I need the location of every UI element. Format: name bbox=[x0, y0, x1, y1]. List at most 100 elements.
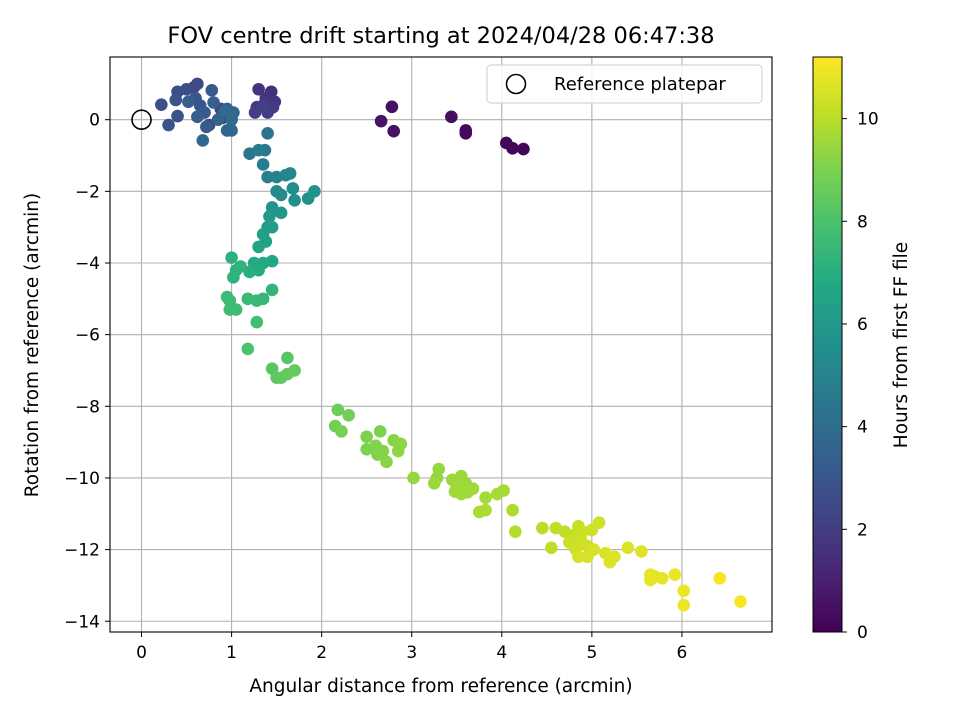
data-point bbox=[288, 194, 301, 207]
colorbar-label: Hours from first FF file bbox=[891, 242, 912, 448]
reference-platepar-marker bbox=[131, 109, 152, 130]
data-point bbox=[677, 598, 691, 612]
data-point bbox=[509, 525, 522, 538]
x-axis-ticks: 0 1 2 3 4 5 6 bbox=[136, 632, 687, 663]
data-point bbox=[445, 110, 458, 124]
chart-title: FOV centre drift starting at 2024/04/28 … bbox=[167, 23, 714, 49]
data-point bbox=[385, 100, 399, 114]
data-point bbox=[225, 251, 238, 264]
data-point bbox=[621, 541, 635, 555]
data-point bbox=[283, 167, 297, 180]
data-point bbox=[506, 503, 519, 517]
data-point bbox=[248, 106, 262, 119]
data-point bbox=[162, 118, 175, 132]
x-axis-label: Angular distance from reference (arcmin) bbox=[249, 676, 632, 697]
data-point bbox=[261, 127, 274, 140]
data-point bbox=[655, 571, 669, 585]
legend-entry-reference: Reference platepar bbox=[554, 74, 726, 95]
legend: Reference platepar bbox=[486, 64, 763, 104]
y-tick-label: −12 bbox=[64, 541, 100, 561]
data-point bbox=[252, 240, 265, 254]
y-tick-label: −8 bbox=[75, 397, 100, 417]
data-point bbox=[603, 555, 617, 569]
data-point bbox=[288, 364, 301, 377]
data-point bbox=[572, 550, 585, 564]
data-point bbox=[241, 342, 255, 356]
data-point bbox=[171, 109, 184, 123]
data-point bbox=[374, 114, 388, 128]
data-point bbox=[391, 444, 405, 458]
data-point bbox=[380, 455, 393, 469]
y-tick-label: −6 bbox=[75, 326, 100, 346]
colorbar-tick-label: 4 bbox=[857, 418, 868, 438]
data-point bbox=[211, 113, 225, 126]
data-point bbox=[265, 220, 279, 234]
data-point bbox=[587, 543, 600, 556]
data-point bbox=[734, 595, 747, 608]
data-point bbox=[155, 98, 168, 111]
x-tick-label: 0 bbox=[136, 643, 147, 663]
plot-frame bbox=[109, 56, 773, 633]
data-point bbox=[281, 351, 294, 365]
data-point bbox=[376, 444, 390, 458]
data-point bbox=[331, 403, 345, 417]
data-point bbox=[263, 210, 276, 223]
data-point bbox=[205, 84, 219, 97]
data-point bbox=[200, 120, 213, 134]
legend-box bbox=[486, 64, 763, 104]
data-point bbox=[256, 99, 270, 112]
data-point bbox=[223, 294, 237, 307]
colorbar-tick-label: 2 bbox=[857, 520, 868, 540]
data-point bbox=[207, 96, 220, 109]
colorbar-tick-label: 6 bbox=[857, 315, 868, 335]
data-point bbox=[668, 568, 682, 581]
data-point bbox=[274, 206, 288, 220]
data-point bbox=[635, 545, 648, 558]
data-point bbox=[373, 425, 387, 438]
y-tick-label: 0 bbox=[89, 111, 100, 131]
data-point bbox=[360, 430, 373, 444]
data-point bbox=[335, 425, 348, 438]
data-point bbox=[342, 408, 355, 422]
data-point bbox=[256, 158, 270, 171]
x-tick-label: 3 bbox=[406, 643, 417, 663]
y-axis-ticks: 0 −2 −4 −6 −8 −10 −12 −14 bbox=[64, 111, 110, 632]
data-point bbox=[261, 170, 274, 184]
data-point bbox=[227, 271, 240, 284]
data-point bbox=[387, 124, 401, 138]
data-point bbox=[225, 111, 238, 125]
data-point bbox=[241, 292, 255, 306]
data-point bbox=[517, 142, 530, 156]
data-point bbox=[274, 188, 288, 202]
data-point bbox=[545, 541, 558, 555]
x-tick-label: 2 bbox=[316, 643, 327, 663]
data-point bbox=[644, 573, 657, 587]
data-point bbox=[250, 315, 264, 329]
data-point bbox=[407, 471, 420, 485]
colorbar bbox=[812, 56, 843, 633]
x-tick-label: 5 bbox=[586, 643, 597, 663]
y-axis-label: Rotation from reference (arcmin) bbox=[22, 193, 43, 497]
x-tick-label: 6 bbox=[677, 643, 688, 663]
x-tick-label: 4 bbox=[496, 643, 507, 663]
data-point bbox=[536, 521, 549, 535]
data-point bbox=[459, 124, 473, 137]
data-point bbox=[225, 124, 238, 137]
x-tick-label: 1 bbox=[226, 643, 237, 663]
colorbar-tick-label: 0 bbox=[857, 623, 868, 643]
y-tick-label: −10 bbox=[64, 469, 100, 489]
legend-reference-marker bbox=[505, 73, 527, 95]
data-point bbox=[499, 136, 513, 150]
data-point bbox=[713, 571, 727, 585]
data-point bbox=[234, 260, 247, 273]
data-point bbox=[497, 484, 510, 497]
data-point bbox=[223, 303, 237, 316]
data-point bbox=[265, 283, 279, 297]
data-point bbox=[169, 93, 183, 107]
data-point bbox=[182, 95, 195, 109]
data-point bbox=[479, 503, 492, 517]
colorbar-tick-label: 8 bbox=[857, 212, 868, 232]
data-point bbox=[592, 516, 606, 530]
y-tick-label: −4 bbox=[75, 254, 100, 274]
